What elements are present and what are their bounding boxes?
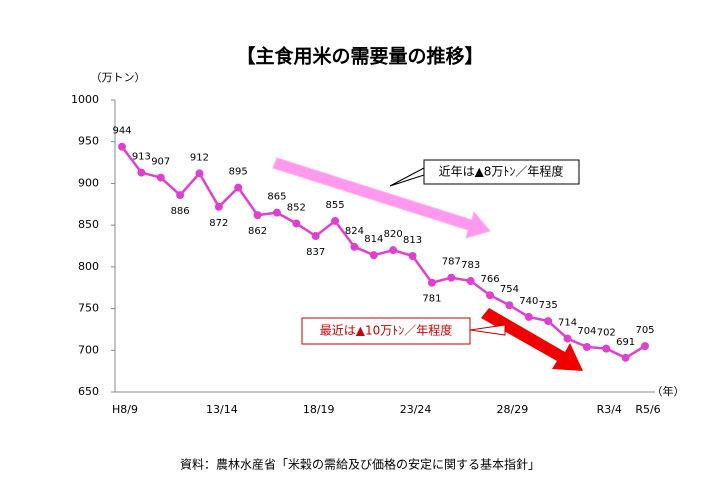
- line: [120, 145, 646, 360]
- data-label: 852: [287, 202, 306, 213]
- x-tick-label: 13/14: [206, 403, 238, 416]
- point: [292, 219, 301, 228]
- source-note: 資料：農林水産省「米穀の需給及び価格の安定に関する基本指針」: [180, 457, 540, 472]
- data-label: 886: [171, 206, 190, 217]
- data-label: 820: [384, 229, 403, 240]
- data-label: 913: [132, 152, 151, 163]
- data-label: 872: [209, 218, 228, 229]
- y-tick-label: 650: [78, 385, 99, 398]
- data-label: 691: [616, 337, 635, 348]
- x-axis-label: （年）: [652, 384, 685, 398]
- callout-box: [423, 159, 580, 185]
- data-label: 837: [306, 247, 325, 258]
- chart-title: 【主食用米の需要量の推移】: [236, 45, 483, 68]
- point: [486, 291, 495, 300]
- data-label: 783: [461, 260, 480, 271]
- data-label: 740: [519, 296, 538, 307]
- x-tick-label: R3/4: [597, 403, 622, 416]
- point: [234, 183, 243, 192]
- point: [389, 246, 398, 255]
- point: [466, 277, 475, 286]
- point: [369, 251, 378, 260]
- point: [641, 342, 649, 351]
- data-label: 704: [577, 326, 596, 337]
- data-label: 766: [480, 274, 499, 285]
- data-label: 705: [635, 325, 654, 336]
- point: [137, 168, 146, 177]
- point: [621, 353, 630, 362]
- point: [408, 252, 417, 261]
- data-label: 855: [326, 200, 345, 211]
- point: [582, 342, 591, 351]
- point: [272, 208, 281, 217]
- point: [563, 334, 572, 343]
- data-label: 754: [500, 284, 519, 295]
- data-label: 735: [539, 300, 558, 311]
- data-label: 912: [190, 152, 209, 163]
- data-label: 702: [597, 328, 616, 339]
- point: [195, 169, 204, 178]
- data-label: 814: [364, 234, 383, 245]
- data-label: 895: [229, 167, 248, 178]
- data-label: 813: [403, 235, 422, 246]
- x-tick-label: 18/19: [303, 403, 335, 416]
- trend-arrow: [272, 157, 491, 239]
- point: [505, 301, 514, 310]
- y-tick-label: 900: [78, 176, 99, 189]
- point: [544, 317, 553, 326]
- data-label: 862: [248, 226, 267, 237]
- y-tick-label: 1000: [71, 93, 99, 106]
- data-label: 787: [442, 257, 461, 268]
- data-label: 865: [267, 192, 286, 203]
- y-axis-label: （万トン）: [91, 71, 146, 84]
- data-label: 944: [112, 126, 131, 137]
- y-tick-label: 850: [78, 218, 99, 231]
- data-label: 907: [151, 157, 170, 168]
- point: [350, 242, 359, 251]
- annotation: 近年は▲8万ﾄﾝ／年程度: [439, 164, 564, 179]
- point: [447, 273, 456, 282]
- y-tick-label: 800: [78, 260, 99, 273]
- callout-box: [301, 317, 471, 345]
- y-tick-label: 700: [78, 343, 99, 356]
- callout-tail: [389, 167, 425, 187]
- point: [427, 278, 436, 287]
- point: [253, 211, 262, 220]
- x-tick-label: R5/6: [635, 403, 660, 416]
- trend-arrow: [481, 308, 583, 371]
- annotation: 最近は▲10万ﾄﾝ／年程度: [320, 323, 453, 338]
- point: [118, 142, 126, 151]
- point: [602, 344, 611, 353]
- data-label: 781: [422, 294, 441, 305]
- point: [214, 202, 223, 211]
- x-tick-label: 28/29: [497, 403, 529, 416]
- y-tick-label: 950: [78, 135, 99, 148]
- data-label: 824: [345, 226, 364, 237]
- x-tick-label: H8/9: [112, 403, 138, 416]
- point: [524, 312, 533, 321]
- x-tick-label: 23/24: [400, 403, 432, 416]
- point: [156, 173, 165, 182]
- callout-tail: [469, 324, 506, 336]
- point: [176, 191, 185, 200]
- point: [331, 216, 340, 225]
- point: [311, 231, 320, 240]
- y-tick-label: 750: [78, 302, 99, 315]
- data-label: 714: [558, 318, 577, 329]
